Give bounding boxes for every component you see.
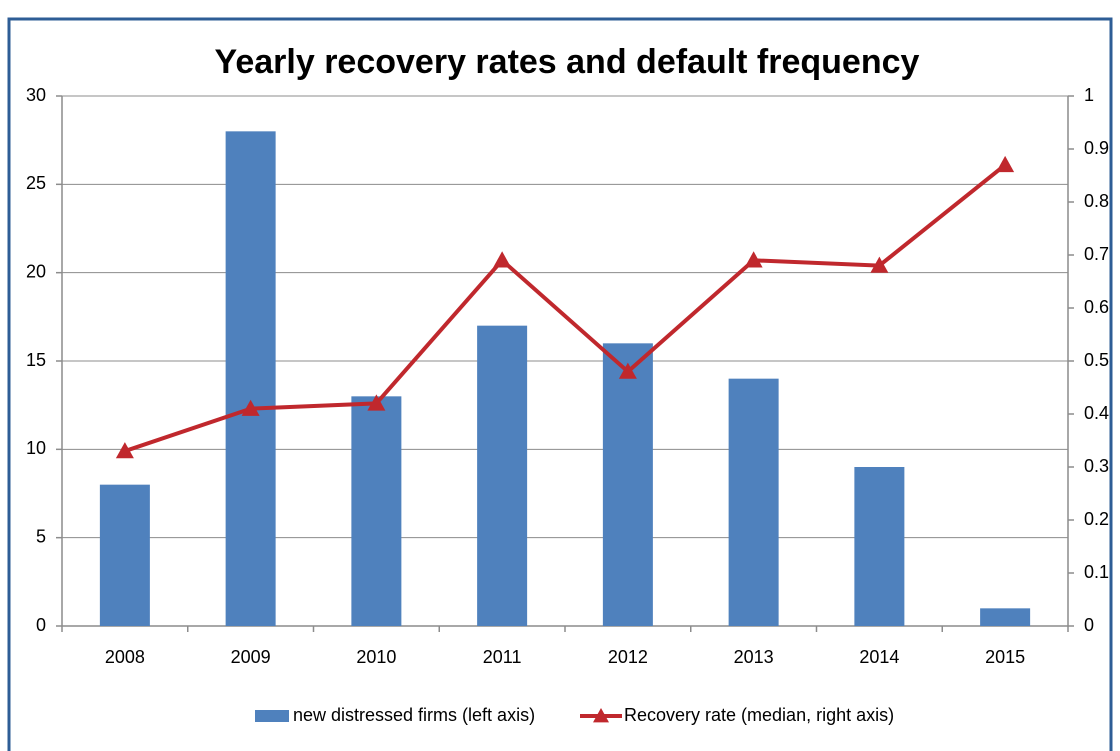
y2-tick-label: 0.7 [1084,244,1109,264]
y2-tick-label: 0.8 [1084,191,1109,211]
x-tick-label: 2011 [483,647,522,667]
marker [618,362,637,379]
marker [241,399,260,416]
x-tick-label: 2012 [608,647,648,667]
y-tick-label: 20 [26,261,46,281]
legend-label: new distressed firms (left axis) [293,705,535,725]
y2-tick-label: 0.9 [1084,138,1109,158]
y2-tick-label: 0.5 [1084,350,1109,370]
y2-tick-label: 0 [1084,615,1094,635]
legend-marker [593,708,609,723]
header-strip [0,0,1120,18]
y2-tick-label: 0.6 [1084,297,1109,317]
y2-tick-label: 0.2 [1084,509,1109,529]
x-tick-label: 2013 [734,647,774,667]
legend-label: Recovery rate (median, right axis) [624,705,894,725]
y-tick-label: 0 [36,615,46,635]
line [124,163,1007,453]
marker [367,394,386,411]
y2-tick-label: 0.1 [1084,562,1109,582]
y-tick-label: 15 [26,350,46,370]
y-tick-label: 5 [36,526,46,546]
bar [980,608,1031,626]
bar [477,325,528,626]
x-tick-label: 2014 [859,647,899,667]
bar [99,484,150,626]
bar [351,396,402,626]
y-tick-label: 10 [26,438,46,458]
bar [602,343,653,626]
x-tick-label: 2010 [356,647,396,667]
bar [225,131,276,627]
bar [728,378,779,626]
frame [7,17,1113,751]
marker [744,251,763,268]
marker [115,442,134,459]
y-tick-label: 30 [26,85,46,105]
x-tick-label: 2009 [231,647,271,667]
chart-title: Yearly recovery rates and default freque… [215,43,920,81]
marker [996,155,1015,173]
legend-swatch [255,710,289,722]
y2-tick-label: 1 [1084,85,1094,105]
x-tick-label: 2008 [105,647,145,667]
x-tick-label: 2015 [985,647,1025,667]
y2-tick-label: 0.4 [1084,403,1109,423]
marker [870,256,889,273]
y2-tick-label: 0.3 [1084,456,1109,476]
bar [854,467,905,626]
marker [493,251,512,268]
y-tick-label: 25 [26,173,46,193]
